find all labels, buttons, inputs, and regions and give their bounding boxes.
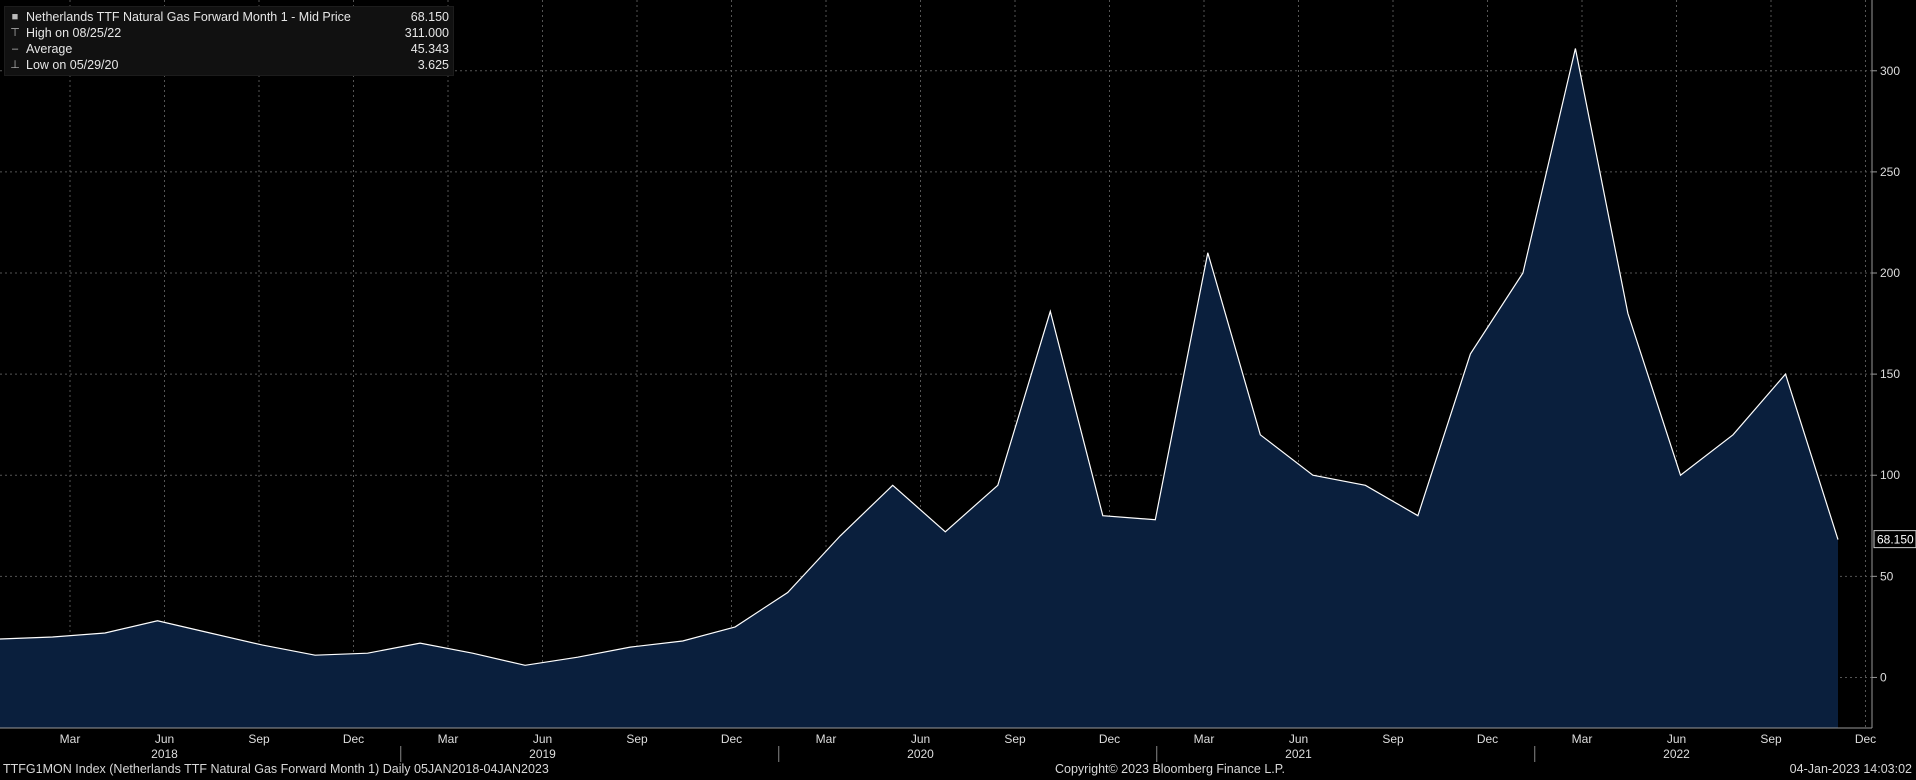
- high-value: 311.000: [404, 26, 449, 40]
- x-month-label: Sep: [1004, 732, 1026, 746]
- x-month-label: Dec: [721, 732, 742, 746]
- x-month-label: Jun: [1289, 732, 1308, 746]
- average-value: 45.343: [410, 42, 449, 56]
- y-tick-label: 150: [1880, 367, 1900, 381]
- last-value-text: 68.150: [1877, 533, 1914, 547]
- y-tick-label: 250: [1880, 165, 1900, 179]
- x-month-label: Dec: [1477, 732, 1498, 746]
- x-month-label: Jun: [1667, 732, 1686, 746]
- x-month-label: Sep: [626, 732, 648, 746]
- y-tick-label: 100: [1880, 468, 1900, 482]
- x-month-label: Jun: [533, 732, 552, 746]
- legend-series-row: ■ Netherlands TTF Natural Gas Forward Mon…: [9, 9, 449, 25]
- x-year-label: 2022: [1663, 747, 1690, 761]
- x-month-label: Sep: [1760, 732, 1782, 746]
- low-value: 3.625: [417, 58, 449, 72]
- series-label: Netherlands TTF Natural Gas Forward Mont…: [26, 10, 351, 24]
- y-tick-label: 300: [1880, 64, 1900, 78]
- x-month-label: Mar: [438, 732, 459, 746]
- average-label: Average: [26, 42, 73, 56]
- x-year-label: 2021: [1285, 747, 1312, 761]
- x-month-label: Sep: [248, 732, 270, 746]
- x-month-label: Mar: [1194, 732, 1215, 746]
- x-month-label: Dec: [343, 732, 364, 746]
- x-month-label: Dec: [1855, 732, 1876, 746]
- legend-panel: ■ Netherlands TTF Natural Gas Forward Mon…: [4, 6, 454, 76]
- footer-copyright: Copyright© 2023 Bloomberg Finance L.P.: [1055, 762, 1285, 776]
- y-tick-label: 0: [1880, 670, 1887, 684]
- last-value-tag: 68.150: [1873, 530, 1916, 549]
- price-line: [0, 48, 1839, 666]
- x-axis: Mar Jun Sep Dec Mar Jun Sep Dec Mar Jun Sep Dec Mar J…: [0, 727, 1876, 762]
- y-tick-label: 200: [1880, 266, 1900, 280]
- x-month-label: Mar: [1572, 732, 1593, 746]
- series-square-icon: ■: [11, 11, 19, 23]
- price-chart: 0 50 100 150 200 250 300 Mar Jun Sep Dec Mar Jun Sep…: [0, 0, 1916, 762]
- series-value: 68.150: [410, 10, 449, 24]
- legend-high-row: ⊤ High on 08/25/22 311.000: [9, 25, 449, 41]
- x-year-label: 2020: [907, 747, 934, 761]
- high-label: High on 08/25/22: [26, 26, 122, 40]
- y-axis: 0 50 100 150 200 250 300: [1871, 0, 1900, 728]
- legend-low-row: ⊥ Low on 05/29/20 3.625: [9, 57, 449, 73]
- legend-average-row: – Average 45.343: [9, 41, 449, 57]
- price-area: [0, 48, 1838, 728]
- low-label: Low on 05/29/20: [26, 58, 119, 72]
- x-year-label: 2018: [151, 747, 178, 761]
- footer-index-info: TTFG1MON Index (Netherlands TTF Natural …: [3, 762, 549, 776]
- x-month-label: Mar: [60, 732, 81, 746]
- x-month-label: Jun: [911, 732, 930, 746]
- x-year-label: 2019: [529, 747, 556, 761]
- y-tick-label: 50: [1880, 569, 1894, 583]
- x-month-label: Sep: [1382, 732, 1404, 746]
- low-marker-icon: ⊥: [10, 59, 20, 71]
- average-marker-icon: –: [11, 43, 19, 55]
- x-month-label: Jun: [155, 732, 174, 746]
- footer-timestamp: 04-Jan-2023 14:03:02: [1789, 762, 1912, 776]
- high-marker-icon: ⊤: [10, 27, 20, 39]
- x-month-label: Mar: [816, 732, 837, 746]
- x-month-label: Dec: [1099, 732, 1120, 746]
